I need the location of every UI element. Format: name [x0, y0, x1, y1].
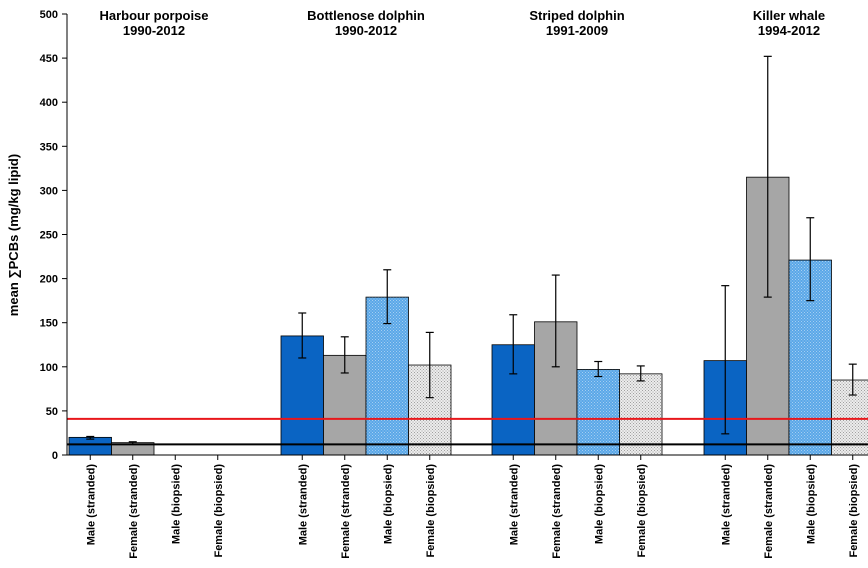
bar	[68, 436, 112, 456]
group-period: 1990-2012	[335, 23, 397, 38]
y-tick-label: 150	[40, 318, 58, 330]
error-bars-layer	[86, 55, 857, 446]
category-label: Female (stranded)	[551, 464, 563, 559]
group-title: Harbour porpoise	[99, 8, 208, 23]
reference-lines-layer	[67, 417, 868, 446]
bars-layer	[68, 176, 868, 456]
category-label: Male (stranded)	[85, 464, 97, 546]
y-tick-label: 250	[40, 230, 58, 242]
category-label: Female (biopsied)	[848, 464, 860, 558]
y-tick-label: 50	[46, 406, 58, 418]
y-tick-label: 300	[40, 185, 58, 197]
category-label: Male (stranded)	[720, 464, 732, 546]
bar	[576, 369, 620, 456]
category-label: Male (biopsied)	[170, 464, 182, 544]
group-period: 1994-2012	[758, 23, 820, 38]
group-title: Killer whale	[753, 8, 825, 23]
y-tick-label: 500	[40, 9, 58, 21]
axes-layer	[62, 13, 868, 460]
y-tick-label: 450	[40, 53, 58, 65]
category-label: Male (stranded)	[508, 464, 520, 546]
group-period: 1991-2009	[546, 23, 608, 38]
category-label: Male (biopsied)	[593, 464, 605, 544]
category-label: Female (biopsied)	[213, 464, 225, 558]
y-tick-label: 100	[40, 362, 58, 374]
category-label: Female (biopsied)	[425, 464, 437, 558]
category-label: Female (stranded)	[763, 464, 775, 559]
bar	[619, 373, 663, 456]
category-label: Male (biopsied)	[805, 464, 817, 544]
y-tick-label: 350	[40, 141, 58, 153]
category-label: Female (biopsied)	[636, 464, 648, 558]
y-tick-label: 400	[40, 97, 58, 109]
category-label: Male (stranded)	[297, 464, 309, 546]
group-title: Bottlenose dolphin	[307, 8, 425, 23]
group-title: Striped dolphin	[529, 8, 624, 23]
group-period: 1990-2012	[123, 23, 185, 38]
category-label: Female (stranded)	[128, 464, 140, 559]
y-tick-label: 200	[40, 274, 58, 286]
category-label: Male (biopsied)	[382, 464, 394, 544]
y-axis-label: mean ∑PCBs (mg/kg lipid)	[6, 154, 21, 316]
y-tick-label: 0	[52, 450, 58, 462]
labels-layer: 0 50 100 150 200 250 300 350 400 450 500 Male (stra…	[40, 8, 860, 559]
category-label: Female (stranded)	[340, 464, 352, 559]
